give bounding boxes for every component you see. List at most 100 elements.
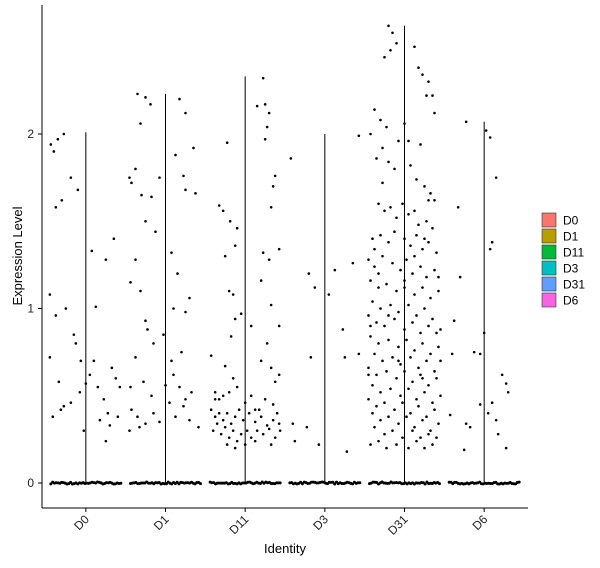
data-point-d31 [391, 261, 394, 265]
data-point-d1 [130, 408, 133, 412]
data-point-d31 [387, 314, 390, 317]
data-point-d31 [415, 439, 418, 443]
data-point-d31 [401, 202, 404, 206]
x-tick-label: D3 [310, 512, 331, 533]
data-point-d1 [176, 272, 179, 275]
data-point-d0 [82, 429, 86, 432]
data-point-d1 [174, 415, 177, 418]
legend-swatch-d3 [541, 260, 557, 276]
data-point-d31 [421, 377, 424, 380]
data-point-d1 [150, 195, 153, 199]
data-point-d31 [383, 209, 386, 213]
data-point-d31 [433, 370, 436, 373]
data-point-d31 [415, 233, 418, 237]
data-point-d31 [379, 233, 382, 237]
data-point-d31 [413, 293, 416, 296]
zero-point-d31 [423, 482, 427, 486]
data-point-d11 [217, 411, 221, 415]
data-point-d31 [427, 80, 430, 83]
data-point-d31 [367, 373, 370, 377]
data-point-d1 [184, 111, 187, 115]
data-point-d31 [395, 443, 398, 446]
data-point-d0 [51, 415, 55, 418]
x-tick-label: D0 [71, 512, 92, 533]
data-point-d1 [180, 350, 183, 354]
data-point-d31 [389, 387, 392, 391]
zero-point-d1 [199, 482, 202, 486]
data-point-d6 [506, 390, 510, 394]
data-point-d31 [409, 356, 412, 359]
data-point-d31 [393, 317, 396, 321]
data-point-d11 [259, 359, 263, 363]
data-point-d11 [239, 312, 243, 316]
data-point-d0 [98, 418, 102, 422]
data-point-d11 [273, 436, 277, 439]
data-point-d0 [104, 439, 108, 443]
data-point-d31 [419, 436, 422, 439]
data-point-d31 [367, 366, 370, 370]
data-point-d3 [305, 425, 309, 429]
data-point-d31 [389, 303, 392, 307]
data-point-d0 [96, 385, 100, 389]
data-point-d0 [56, 137, 60, 141]
data-point-d11 [213, 415, 217, 418]
x-tick-label: D6 [470, 512, 491, 533]
data-point-d11 [221, 394, 225, 398]
data-point-d1 [172, 307, 175, 310]
data-point-d31 [403, 237, 406, 240]
data-point-d11 [233, 244, 237, 247]
data-point-d1 [158, 176, 161, 179]
data-point-d31 [387, 338, 390, 342]
data-point-d31 [373, 108, 376, 111]
data-point-d0 [64, 307, 68, 310]
data-point-d6 [504, 446, 508, 450]
data-point-d1 [150, 394, 153, 398]
legend-swatch-d31 [541, 276, 557, 292]
data-point-d31 [429, 296, 432, 300]
data-point-d11 [269, 366, 273, 370]
data-point-d11 [267, 258, 271, 261]
data-point-d11 [225, 141, 229, 145]
data-point-d0 [60, 199, 64, 202]
data-point-d1 [170, 359, 173, 363]
data-point-d31 [373, 425, 376, 429]
data-point-d31 [367, 258, 370, 261]
data-point-d1 [134, 356, 137, 359]
data-point-d11 [217, 204, 221, 207]
data-point-d31 [403, 122, 406, 125]
data-point-d11 [227, 289, 231, 293]
data-point-d31 [395, 289, 398, 293]
data-point-d6 [490, 240, 494, 244]
data-point-d11 [271, 403, 275, 406]
data-point-d11 [267, 111, 271, 115]
data-point-d31 [367, 314, 370, 317]
data-point-d31 [383, 324, 386, 328]
data-point-d11 [277, 373, 281, 377]
data-point-d0 [112, 237, 116, 240]
data-point-d6 [448, 413, 452, 417]
data-point-d6 [496, 432, 500, 436]
data-point-d31 [377, 342, 380, 345]
data-point-d0 [52, 150, 56, 153]
data-point-d11 [219, 432, 223, 436]
data-point-d1 [144, 422, 147, 425]
data-point-d0 [78, 390, 82, 394]
data-point-d31 [431, 443, 434, 446]
data-point-d31 [435, 377, 438, 380]
data-point-d3 [293, 439, 297, 443]
data-point-d31 [423, 237, 426, 240]
data-point-d31 [407, 387, 410, 391]
data-point-d31 [411, 272, 414, 275]
data-point-d1 [184, 310, 187, 314]
data-point-d11 [237, 408, 241, 412]
data-point-d6 [462, 448, 466, 452]
data-point-d31 [369, 335, 372, 338]
data-point-d0 [69, 176, 73, 179]
data-point-d3 [341, 328, 345, 331]
data-point-d3 [357, 134, 361, 138]
data-point-d31 [433, 111, 436, 115]
data-point-d31 [413, 45, 416, 49]
data-point-d31 [425, 275, 428, 279]
data-point-d31 [403, 328, 406, 331]
